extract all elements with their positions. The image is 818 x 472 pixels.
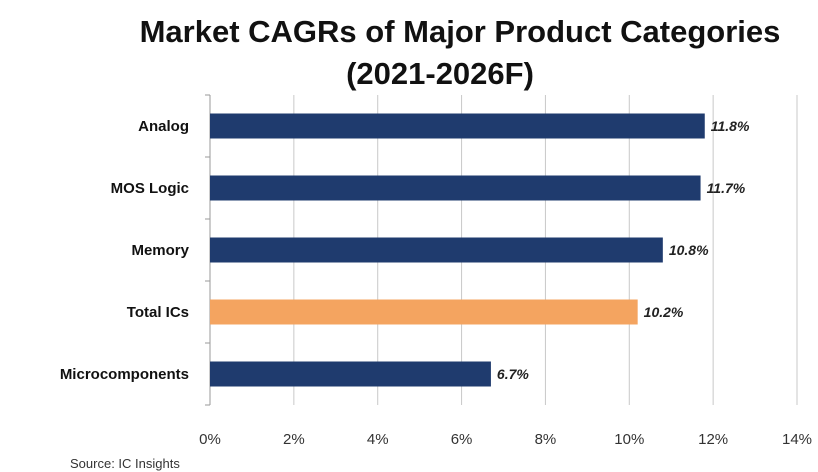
category-labels: Analog MOS Logic Memory Total ICs Microcompo… bbox=[60, 118, 190, 383]
category-label: Analog bbox=[138, 118, 189, 135]
category-label: Microcomponents bbox=[60, 366, 189, 383]
bar bbox=[210, 113, 705, 139]
chart-subtitle: (2021-2026F) bbox=[346, 56, 534, 91]
data-label: 11.8% bbox=[711, 118, 750, 134]
bars bbox=[210, 113, 705, 387]
bar bbox=[210, 175, 701, 201]
data-label: 10.2% bbox=[644, 304, 684, 320]
x-tick-label: 14% bbox=[782, 431, 812, 448]
value-labels: 11.8% 11.7% 10.8% 10.2% 6.7% bbox=[497, 118, 750, 382]
category-label: Total ICs bbox=[127, 304, 189, 321]
x-tick-label: 8% bbox=[535, 431, 557, 448]
chart-title: Market CAGRs of Major Product Categories bbox=[140, 14, 781, 49]
x-tick-label: 4% bbox=[367, 431, 389, 448]
x-tick-label: 0% bbox=[199, 431, 221, 448]
bar bbox=[210, 361, 491, 387]
source-note: Source: IC Insights bbox=[70, 456, 180, 471]
bar bbox=[210, 299, 638, 325]
data-label: 6.7% bbox=[497, 366, 529, 382]
data-label: 11.7% bbox=[707, 180, 746, 196]
x-axis-ticks: 0% 2% 4% 6% 8% 10% 12% 14% bbox=[199, 431, 812, 448]
category-label: Memory bbox=[131, 242, 189, 259]
x-tick-label: 12% bbox=[698, 431, 728, 448]
category-label: MOS Logic bbox=[111, 180, 189, 197]
x-tick-label: 6% bbox=[451, 431, 473, 448]
data-label: 10.8% bbox=[669, 242, 709, 258]
bar bbox=[210, 237, 663, 263]
x-tick-label: 2% bbox=[283, 431, 305, 448]
x-tick-label: 10% bbox=[614, 431, 644, 448]
